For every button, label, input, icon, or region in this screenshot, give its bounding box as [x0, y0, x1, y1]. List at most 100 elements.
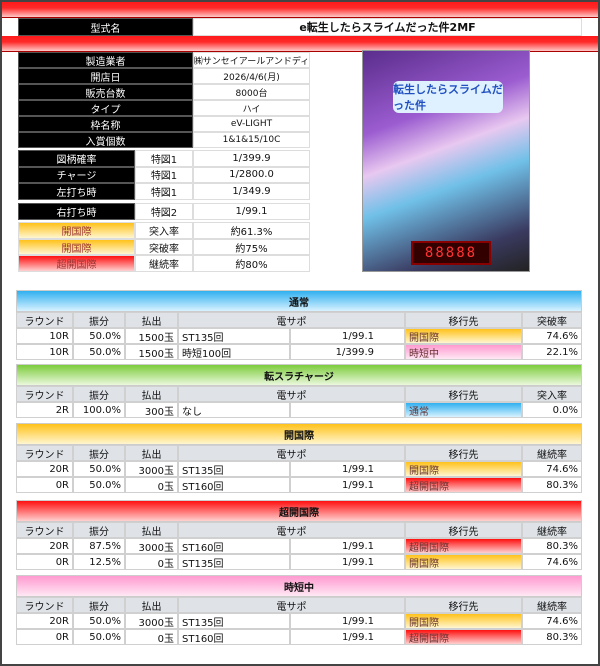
rate-label: 超開国際 — [18, 255, 135, 273]
table-row: 0R 12.5% 0玉 ST135回 1/99.1 開国際 74.6% — [16, 554, 582, 570]
prob-row: チャージ 特図1 1/2800.0 — [18, 166, 310, 183]
col-payout: 払出 — [125, 312, 178, 328]
model-value: e転生したらスライムだった件2MF — [193, 18, 582, 36]
table-row: 0R 50.0% 0玉 ST160回 1/99.1 超開国際 80.3% — [16, 477, 582, 493]
prob-row: 右打ち時 特図2 1/99.1 — [18, 203, 310, 220]
split: 87.5% — [73, 538, 125, 554]
model-label: 型式名 — [18, 18, 193, 36]
payout: 300玉 — [125, 402, 178, 418]
spec-label: 枠名称 — [18, 116, 193, 132]
col-rate: 継続率 — [522, 445, 582, 461]
spec-label: 開店日 — [18, 68, 193, 84]
rate: 80.3% — [522, 629, 582, 645]
col-round: ラウンド — [16, 386, 73, 402]
spec-value: 1&1&15/10C — [193, 132, 310, 148]
table-row: 20R 87.5% 3000玉 ST160回 1/99.1 超開国際 80.3% — [16, 538, 582, 554]
rate-value: 約75% — [193, 238, 310, 256]
col-rate: 突破率 — [522, 312, 582, 328]
rate-row: 開国際 突入率 約61.3% — [18, 222, 310, 239]
col-split: 振分 — [73, 445, 125, 461]
densapo-prob: 1/99.1 — [290, 538, 405, 554]
table-row: 0R 50.0% 0玉 ST160回 1/99.1 超開国際 80.3% — [16, 629, 582, 645]
col-densapo: 電サポ — [178, 522, 405, 538]
payout: 1500玉 — [125, 328, 178, 344]
round: 2R — [16, 402, 73, 418]
densapo-prob: 1/99.1 — [290, 613, 405, 629]
dest: 時短中 — [405, 344, 522, 360]
machine-display: 88888 — [411, 241, 491, 265]
col-round: ラウンド — [16, 312, 73, 328]
split: 50.0% — [73, 344, 125, 360]
rate: 80.3% — [522, 538, 582, 554]
col-dest: 移行先 — [405, 445, 522, 461]
dest: 開国際 — [405, 328, 522, 344]
densapo-prob: 1/99.1 — [290, 629, 405, 645]
col-rate: 継続率 — [522, 597, 582, 613]
split: 100.0% — [73, 402, 125, 418]
table-row: 10R 50.0% 1500玉 時短100回 1/399.9 時短中 22.1% — [16, 344, 582, 360]
col-payout: 払出 — [125, 386, 178, 402]
densapo-prob: 1/99.1 — [290, 461, 405, 477]
round: 0R — [16, 554, 73, 570]
col-rate: 突入率 — [522, 386, 582, 402]
spec-row: 枠名称 eV-LIGHT — [18, 116, 310, 132]
payout: 0玉 — [125, 629, 178, 645]
rate-row: 超開国際 継続率 約80% — [18, 255, 310, 273]
split: 12.5% — [73, 554, 125, 570]
round: 10R — [16, 328, 73, 344]
section-title: 通常 — [16, 290, 582, 312]
round: 10R — [16, 344, 73, 360]
payout: 0玉 — [125, 554, 178, 570]
col-dest: 移行先 — [405, 597, 522, 613]
column-header-row: ラウンド 振分 払出 電サポ 移行先 突入率 — [16, 386, 582, 402]
rate-sub: 突入率 — [135, 222, 193, 239]
round: 20R — [16, 461, 73, 477]
prob-sub: 特図1 — [135, 166, 193, 183]
col-payout: 払出 — [125, 597, 178, 613]
column-header-row: ラウンド 振分 払出 電サポ 移行先 突破率 — [16, 312, 582, 328]
rate: 74.6% — [522, 461, 582, 477]
dest: 超開国際 — [405, 538, 522, 554]
section-title: 開国際 — [16, 423, 582, 445]
col-split: 振分 — [73, 597, 125, 613]
split: 50.0% — [73, 629, 125, 645]
spec-row: 販売台数 8000台 — [18, 84, 310, 100]
split: 50.0% — [73, 613, 125, 629]
densapo-prob: 1/99.1 — [290, 554, 405, 570]
round: 0R — [16, 629, 73, 645]
spec-value: ㈱サンセイアールアンドディ — [193, 52, 310, 68]
prob-label: 右打ち時 — [18, 203, 135, 220]
section-0: 通常 ラウンド 振分 払出 電サポ 移行先 突破率 10R 50.0% 1500玉 ST135回 1/… — [16, 290, 582, 360]
machine-image: 転生したらスライムだった件 88888 — [362, 50, 530, 272]
densapo: ST160回 — [178, 538, 290, 554]
top-red-bar — [2, 2, 598, 18]
prob-value: 1/349.9 — [193, 183, 310, 200]
section-2: 開国際 ラウンド 振分 払出 電サポ 移行先 継続率 20R 50.0% 3000玉 ST135回 1… — [16, 423, 582, 493]
dest: 開国際 — [405, 461, 522, 477]
rate-value: 約61.3% — [193, 222, 310, 239]
spec-value: 8000台 — [193, 84, 310, 100]
prob-sub: 特図1 — [135, 150, 193, 167]
split: 50.0% — [73, 328, 125, 344]
round: 20R — [16, 613, 73, 629]
densapo: ST160回 — [178, 629, 290, 645]
col-split: 振分 — [73, 312, 125, 328]
densapo: ST135回 — [178, 328, 290, 344]
spec-row: 開店日 2026/4/6(月) — [18, 68, 310, 84]
prob-sub: 特図1 — [135, 183, 193, 200]
round: 0R — [16, 477, 73, 493]
col-rate: 継続率 — [522, 522, 582, 538]
col-densapo: 電サポ — [178, 312, 405, 328]
rate-label: 開国際 — [18, 222, 135, 239]
column-header-row: ラウンド 振分 払出 電サポ 移行先 継続率 — [16, 445, 582, 461]
densapo-prob: 1/99.1 — [290, 328, 405, 344]
table-row: 10R 50.0% 1500玉 ST135回 1/99.1 開国際 74.6% — [16, 328, 582, 344]
round: 20R — [16, 538, 73, 554]
spec-label: 入賞個数 — [18, 132, 193, 148]
section-1: 転スラチャージ ラウンド 振分 払出 電サポ 移行先 突入率 2R 100.0% 300玉 なし 通常… — [16, 364, 582, 418]
column-header-row: ラウンド 振分 払出 電サポ 移行先 継続率 — [16, 522, 582, 538]
densapo: 時短100回 — [178, 344, 290, 360]
dest: 開国際 — [405, 613, 522, 629]
col-densapo: 電サポ — [178, 386, 405, 402]
